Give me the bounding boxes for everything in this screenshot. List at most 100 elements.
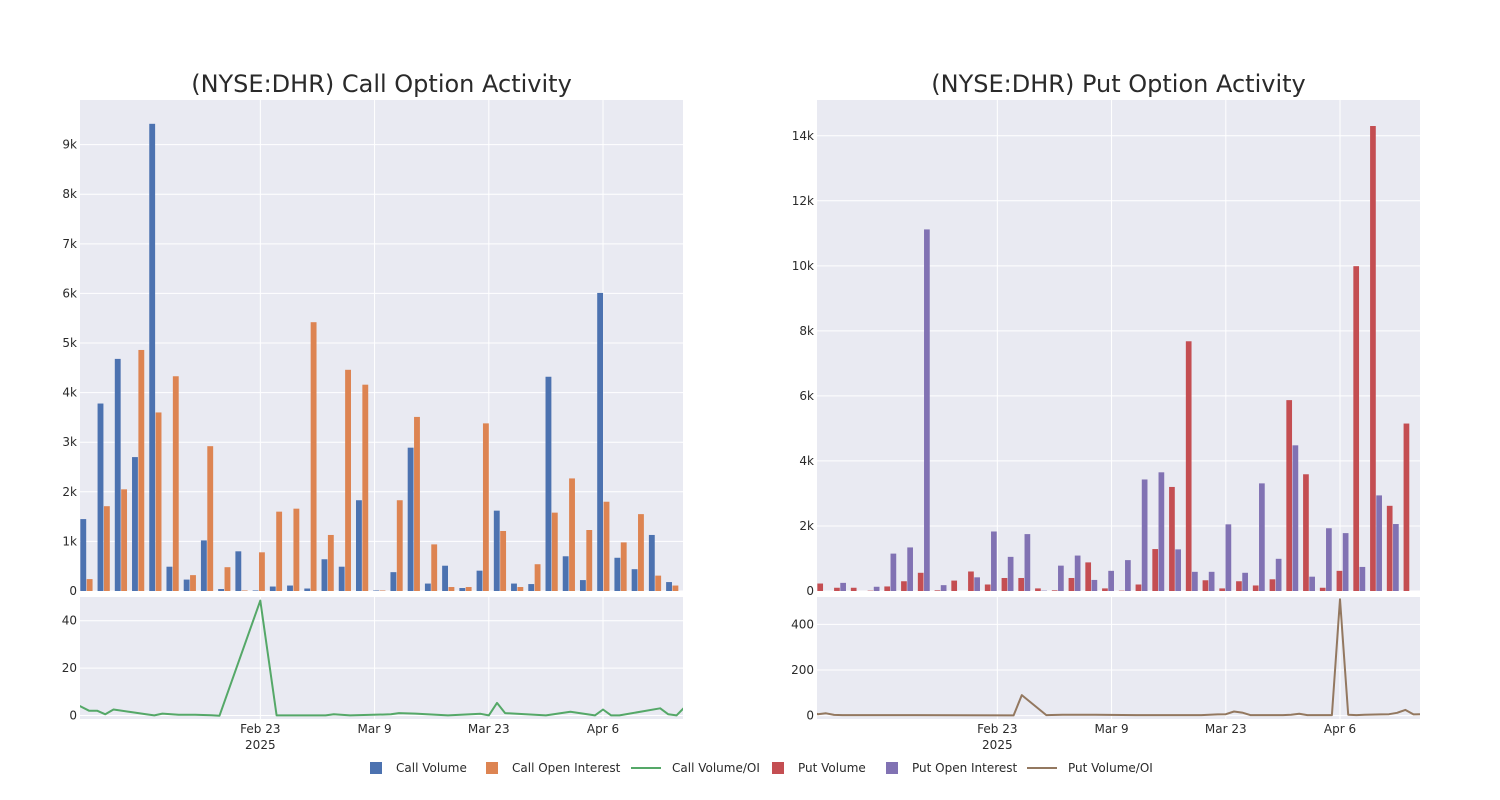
put-volume-bar xyxy=(984,584,991,591)
put-volume-bar xyxy=(1236,581,1242,591)
chart-title: (NYSE:DHR) Call Option Activity xyxy=(191,70,572,98)
put-volume-bar xyxy=(917,572,924,591)
put-open-interest-bar xyxy=(907,547,913,591)
x-tick-label: Apr 6 xyxy=(587,722,619,736)
call-volume-bar xyxy=(545,376,552,591)
call-open-interest-bar xyxy=(207,446,214,591)
call-open-interest-bar xyxy=(190,575,196,591)
call-open-interest-bar xyxy=(431,544,438,591)
put-volume-bar xyxy=(834,587,840,591)
call-volume-bar xyxy=(80,519,87,591)
call-volume-bar xyxy=(132,457,138,591)
put-volume-bar xyxy=(1286,400,1293,591)
put-open-interest-bar xyxy=(1326,528,1332,591)
y-tick-label: 2k xyxy=(62,485,77,499)
put-volume-bar xyxy=(1303,474,1309,591)
put-volume-bar xyxy=(934,590,941,591)
put-volume-bar xyxy=(1219,588,1226,591)
put-open-interest-bar xyxy=(1292,445,1299,591)
call-open-interest-bar xyxy=(551,512,558,591)
call-open-interest-bar xyxy=(241,590,248,591)
call-open-interest-bar xyxy=(172,376,179,591)
put-volume-bar xyxy=(1035,588,1041,591)
y-tick-label: 2k xyxy=(799,519,814,533)
put-open-interest-bar xyxy=(1024,534,1031,591)
call-volume-bar xyxy=(631,569,638,591)
legend-swatch xyxy=(886,762,898,774)
put-open-interest-bar xyxy=(873,586,880,591)
legend-label: Call Volume xyxy=(396,761,467,775)
y-tick-label: 5k xyxy=(62,336,77,350)
put-volume-bar xyxy=(1403,423,1410,591)
x-tick-label: Mar 23 xyxy=(1205,722,1247,736)
y-tick-label: 4k xyxy=(62,386,77,400)
put-open-interest-bar xyxy=(1342,533,1349,591)
put-open-interest-bar xyxy=(1074,555,1081,591)
put-volume-bar xyxy=(850,587,857,591)
legend-label: Call Open Interest xyxy=(512,761,621,775)
call-volume-bar xyxy=(407,447,414,591)
ratio-y-tick-label: 0 xyxy=(806,709,814,723)
call-volume-bar xyxy=(252,590,259,591)
put-open-interest-bar xyxy=(1225,524,1232,591)
y-tick-label: 0 xyxy=(69,584,77,598)
call-volume-bar xyxy=(459,588,466,591)
put-volume-oi-line xyxy=(817,598,1420,717)
call-open-interest-bar xyxy=(121,489,128,591)
put-volume-bar xyxy=(1185,341,1192,591)
put-open-interest-bar xyxy=(1108,570,1114,591)
call-open-interest-bar xyxy=(500,530,507,591)
call-volume-bar xyxy=(666,582,672,591)
put-open-interest-bar xyxy=(1175,549,1181,591)
ratio-y-tick-label: 200 xyxy=(791,663,814,677)
put-open-interest-bar xyxy=(1275,558,1282,591)
call-open-interest-bar xyxy=(276,511,283,591)
call-volume-bar xyxy=(235,551,242,591)
put-volume-bar xyxy=(1319,587,1326,591)
main-plot-area xyxy=(817,100,1420,591)
put-volume-bar xyxy=(1152,549,1159,591)
y-tick-label: 7k xyxy=(62,237,77,251)
put-open-interest-bar xyxy=(1007,556,1014,591)
call-open-interest-bar xyxy=(517,587,524,591)
put-open-interest-bar xyxy=(1192,571,1198,591)
put-open-interest-bar xyxy=(924,229,930,592)
legend-swatch xyxy=(370,762,382,774)
x-tick-label: Feb 23 xyxy=(240,722,280,736)
call-open-interest-bar xyxy=(482,423,489,591)
call-open-interest-bar xyxy=(345,369,351,591)
call-open-interest-bar xyxy=(448,587,455,591)
x-tick-label: Apr 6 xyxy=(1324,722,1356,736)
y-tick-label: 1k xyxy=(62,534,77,548)
call-open-interest-bar xyxy=(362,384,369,591)
put-open-interest-bar xyxy=(1359,566,1366,591)
call-volume-bar xyxy=(269,586,276,591)
call-volume-bar xyxy=(218,589,225,591)
call-volume-bar xyxy=(614,557,621,591)
put-open-interest-bar xyxy=(1393,524,1399,591)
put-volume-bar xyxy=(1169,486,1175,591)
legend-label: Put Volume xyxy=(798,761,866,775)
y-tick-label: 4k xyxy=(799,454,814,468)
put-volume-bar xyxy=(1001,577,1008,591)
call-open-interest-bar xyxy=(603,501,610,591)
put-volume-bar xyxy=(1252,585,1259,591)
legend-label: Put Volume/OI xyxy=(1068,761,1153,775)
y-tick-label: 12k xyxy=(792,194,814,208)
x-tick-label: Mar 9 xyxy=(358,722,392,736)
call-open-interest-bar xyxy=(258,552,265,591)
put-open-interest-bar xyxy=(1091,579,1098,591)
ratio-y-tick-label: 400 xyxy=(791,617,814,631)
main-plot-area xyxy=(80,100,683,591)
call-volume-bar xyxy=(648,534,655,591)
call-open-interest-bar xyxy=(310,322,317,591)
call-open-interest-bar xyxy=(327,534,334,591)
y-tick-label: 6k xyxy=(799,389,814,403)
put-open-interest-bar xyxy=(1242,572,1248,591)
chart-title: (NYSE:DHR) Put Option Activity xyxy=(931,70,1305,98)
y-tick-label: 14k xyxy=(792,129,814,143)
x-tick-year-label: 2025 xyxy=(245,738,276,752)
call-open-interest-bar xyxy=(655,575,662,591)
put-open-interest-bar xyxy=(1125,560,1131,591)
